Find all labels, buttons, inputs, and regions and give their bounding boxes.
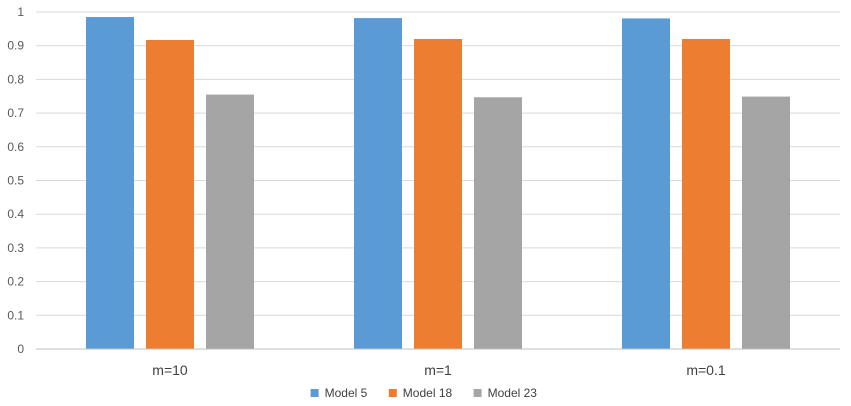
legend-label: Model 23 bbox=[488, 386, 538, 400]
bar-model-5-2 bbox=[622, 18, 670, 349]
y-tick-label: 0.1 bbox=[7, 308, 24, 322]
bar-model-18-1 bbox=[414, 38, 462, 350]
x-category-label: m=0.1 bbox=[686, 362, 726, 378]
legend-swatch bbox=[388, 389, 397, 397]
bar-model-23-1 bbox=[474, 97, 522, 349]
legend-label: Model 5 bbox=[325, 386, 368, 400]
y-axis-ticks: 0 0.1 0.2 0.3 0.4 0.5 0.6 0.7 0.8 0.9 1 bbox=[7, 5, 24, 356]
x-category-label: m=10 bbox=[152, 362, 188, 378]
x-axis: m=10 m=1 m=0.1 bbox=[36, 348, 840, 378]
legend-swatch bbox=[473, 389, 482, 397]
y-tick-label: 0.6 bbox=[7, 140, 24, 154]
bars bbox=[86, 17, 790, 350]
y-tick-label: 0.2 bbox=[7, 275, 24, 289]
y-tick-label: 0.5 bbox=[7, 174, 24, 188]
bar-model-18-2 bbox=[682, 38, 730, 350]
y-tick-label: 0 bbox=[17, 342, 24, 356]
y-tick-label: 0.8 bbox=[7, 72, 24, 86]
bar-model-23-2 bbox=[742, 96, 790, 349]
x-category-label: m=1 bbox=[424, 362, 452, 378]
bar-model-5-0 bbox=[86, 17, 134, 350]
y-tick-label: 0.3 bbox=[7, 241, 24, 255]
y-tick-label: 0.9 bbox=[7, 39, 24, 53]
y-tick-label: 0.4 bbox=[7, 207, 24, 221]
legend: Model 5 Model 18 Model 23 bbox=[310, 386, 538, 400]
bar-model-23-0 bbox=[206, 94, 254, 349]
y-tick-label: 1 bbox=[17, 5, 24, 19]
legend-swatch bbox=[310, 389, 319, 397]
legend-label: Model 18 bbox=[403, 386, 453, 400]
bar-model-5-1 bbox=[354, 18, 402, 349]
y-tick-label: 0.7 bbox=[7, 106, 24, 120]
bar-model-18-0 bbox=[146, 39, 194, 349]
